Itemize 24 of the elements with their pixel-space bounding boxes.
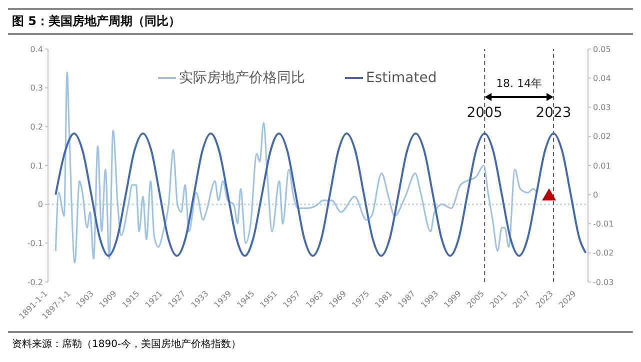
y2-tick-label: 0.02 <box>593 132 611 142</box>
y-tick-label: 0.4 <box>30 44 43 54</box>
y2-tick-label: -0.01 <box>593 220 614 229</box>
y2-tick-label: -0.03 <box>593 278 614 287</box>
y-tick-label: -0.1 <box>27 239 43 248</box>
ref-line-label: 2005 <box>466 104 502 121</box>
y-tick-label: -0.2 <box>27 278 43 287</box>
y2-tick-label: 0.04 <box>593 74 611 83</box>
text: 资料来源：席勒（1890-今，美国房地产价格指数） <box>8 331 633 355</box>
chart-title: 图 5：美国房地产周期（同比） <box>8 8 633 35</box>
y2-tick-label: 0 <box>593 190 598 200</box>
y-tick-label: 0 <box>38 200 43 210</box>
y2-tick-label: -0.02 <box>593 248 614 258</box>
y-tick-label: 0.3 <box>30 84 43 93</box>
y-tick-label: 0.2 <box>30 122 43 132</box>
line-series <box>54 132 587 257</box>
annotation: 18. 14年 <box>496 77 542 90</box>
ref-line-label: 2023 <box>536 104 572 121</box>
y2-tick-label: 0.03 <box>593 103 611 112</box>
legend-label: 实际房地产价格同比 <box>179 69 305 87</box>
legend-label: Estimated <box>366 70 437 86</box>
y-tick-label: 0.1 <box>30 161 43 170</box>
y2-tick-label: 0.01 <box>593 161 611 170</box>
y2-tick-label: 0.05 <box>593 44 611 54</box>
